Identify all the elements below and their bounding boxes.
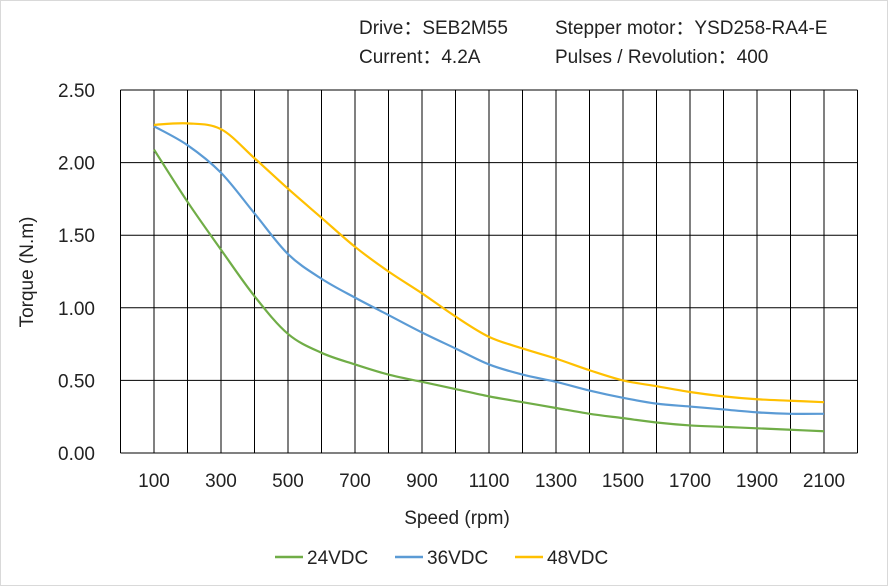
x-tick-label: 700 — [339, 471, 371, 492]
x-tick-label: 500 — [272, 471, 304, 492]
legend-label-36VDC: 36VDC — [427, 548, 488, 569]
x-axis-label: Speed (rpm) — [404, 508, 510, 529]
y-axis-label: Torque (N.m) — [17, 217, 38, 328]
motor-label: Stepper motor：YSD258-RA4-E — [555, 18, 828, 39]
x-tick-label: 1500 — [602, 471, 644, 492]
x-tick-label: 1900 — [736, 471, 778, 492]
y-tick-label: 2.00 — [58, 154, 95, 175]
series-line-48VDC — [153, 122, 825, 404]
legend-label-24VDC: 24VDC — [307, 548, 368, 569]
series-line-36VDC — [153, 125, 825, 416]
y-tick-label: 1.50 — [58, 226, 95, 247]
x-tick-label: 1100 — [469, 471, 510, 492]
x-tick-label: 1700 — [669, 471, 711, 492]
series-line-24VDC — [153, 148, 825, 433]
legend: 24VDC 36VDC 48VDC — [275, 548, 608, 569]
y-tick-label: 0.00 — [58, 444, 95, 465]
drive-label: Drive：SEB2M55 — [359, 18, 508, 39]
current-label: Current：4.2A — [359, 47, 481, 68]
y-tick-label: 1.00 — [58, 299, 95, 320]
x-tick-label: 2100 — [803, 471, 845, 492]
pulses-label: Pulses / Revolution：400 — [555, 47, 769, 68]
y-tick-label: 0.50 — [58, 371, 95, 392]
y-tick-label: 2.50 — [58, 81, 95, 102]
x-tick-label: 900 — [406, 471, 438, 492]
x-tick-label: 100 — [138, 471, 170, 492]
legend-label-48VDC: 48VDC — [547, 548, 608, 569]
x-tick-label: 1300 — [535, 471, 577, 492]
x-tick-label: 300 — [205, 471, 237, 492]
